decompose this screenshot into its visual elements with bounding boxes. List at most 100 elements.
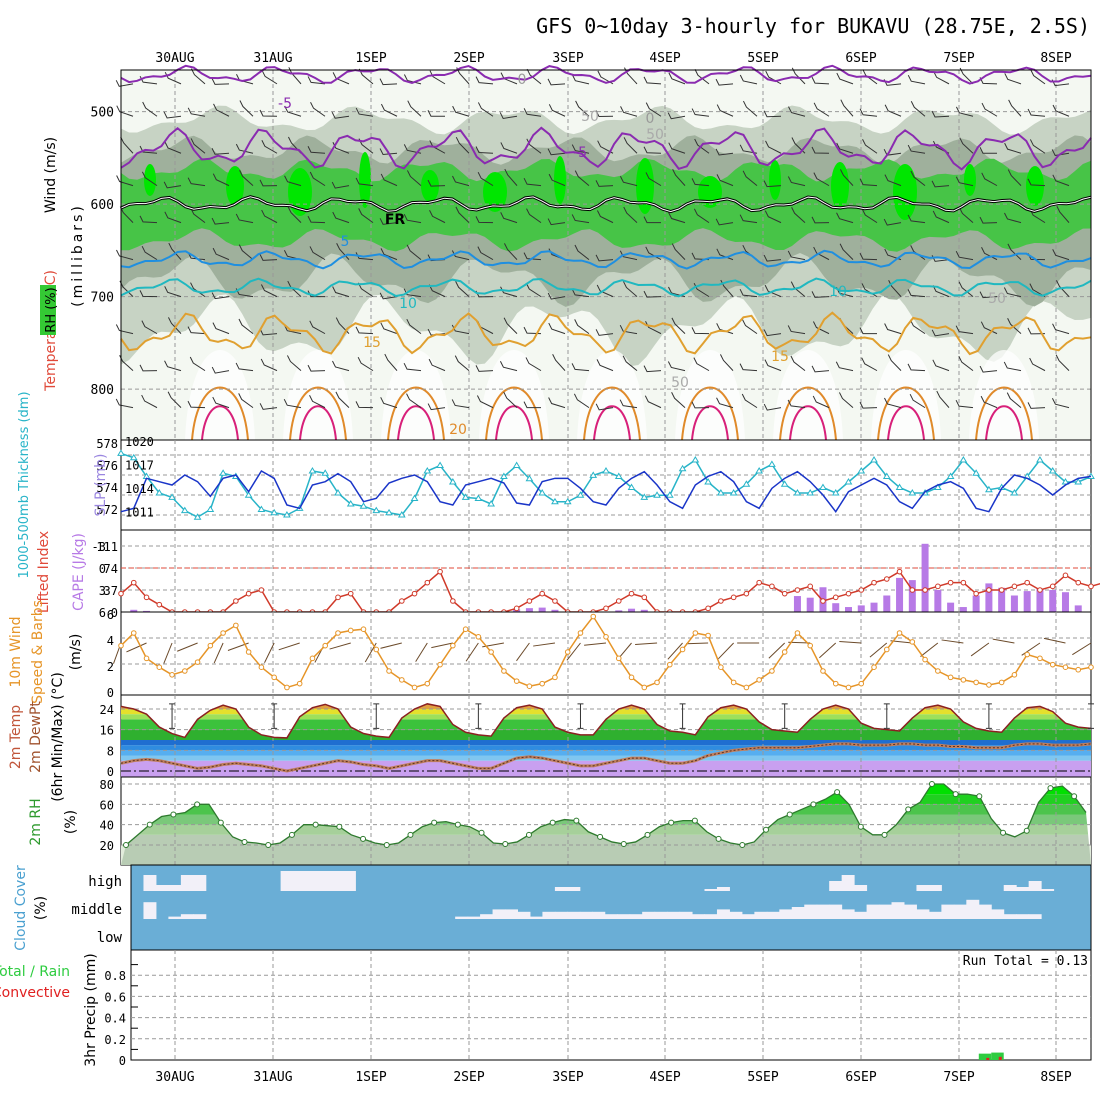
precip-label-c: 3hr Precip (mm) [83,953,99,1066]
wind10-label-b: Speed & Barbs [30,600,46,704]
upper-barb-138 [428,358,446,372]
cape-bar-54 [806,597,814,612]
upper-barb-23 [163,181,182,189]
upper-barb-260 [739,74,758,85]
upper-barb-149 [451,399,470,409]
rh-spot-13 [1026,166,1044,206]
upper-barb-274 [764,210,782,224]
cape-bar-32 [525,608,533,612]
thickness-line-pt-15 [308,467,317,474]
cloud-high-label: high [88,874,122,890]
thickness-line-pt-66 [959,456,968,463]
upper-barb-365 [981,247,998,261]
minmax-bar-20 [373,703,380,729]
upper-barb-116 [379,292,398,300]
upper-barb-221 [645,102,662,117]
cloud-high-bar-17 [342,871,356,891]
upper-barb-123 [406,170,422,187]
cape-bar-73 [1049,590,1057,612]
upper-barb-372 [1004,142,1022,154]
bottom-date-0: 30AUG [155,1070,194,1085]
cape-bar-63 [921,543,929,612]
lifted-index-line-pt-25 [437,568,443,575]
thickness-line-pt-47 [716,489,725,496]
temp-25-lobe-4 [593,405,631,441]
cloud-high-bar-71 [1016,887,1030,891]
contour-label-11: 50 [646,127,664,143]
upper-barb-110 [379,78,398,86]
upper-barb-238 [667,361,686,372]
wind10-speed-line-pt-18 [347,627,354,634]
upper-barb-191 [575,100,590,117]
cape-bar-56 [832,603,840,612]
upper-barb-67 [259,328,278,336]
cloud-middle-bar-53 [791,907,805,919]
upper-barb-192 [571,144,590,154]
contour-label-14: 50 [988,291,1006,307]
cloud-middle-bar-72 [1028,914,1042,919]
lower-lobe-6 [773,350,843,440]
contour-label-9: 15 [771,349,789,365]
cape-tick-1: 74 [104,562,118,576]
upper-barb-133 [427,179,446,187]
upper-barb-49 [212,396,230,409]
upper-barb-348 [932,359,950,372]
upper-barb-309 [838,392,854,409]
upper-barb-363 [981,172,998,187]
wind10-speed-line-pt-24 [424,680,431,687]
rh2m-label: 2m RH [28,798,44,845]
rh-spot-7 [636,158,654,214]
upper-barb-89 [309,395,326,409]
wind10-barb-48 [717,642,734,660]
upper-barb-344 [932,210,950,224]
upper-barb-354 [958,207,974,224]
upper-barb-103 [355,177,374,187]
lifted-index-line-pt-39 [615,598,622,604]
upper-barb-129 [406,393,422,409]
temp-25-lobe-6 [789,405,827,441]
wind10-tick-2: 2 [107,660,114,674]
cloud-high-bar-70 [1003,885,1017,891]
upper-barb-7 [115,324,134,335]
upper-barb-318 [861,357,878,372]
upper-barb-223 [645,172,662,187]
upper-barb-395 [1052,249,1070,261]
upper-barb-17 [141,320,158,335]
chart-title: GFS 0~10day 3-hourly for BUKAVU (28.75E,… [536,14,1090,38]
rh-spot-1 [226,166,244,206]
upper-barb-204 [596,210,614,224]
wind10-barb-58 [839,640,862,644]
upper-barb-329 [884,397,902,409]
upper-barb-3 [116,175,134,187]
bottom-date-2: 1SEP [355,1070,386,1085]
upper-barb-125 [406,244,422,261]
upper-barb-244 [693,208,710,224]
precip-bar-69 [991,1052,1004,1060]
upper-barb-166 [500,286,518,298]
lifted-index-line-pt-55 [820,598,826,604]
upper-barb-311 [859,108,878,117]
cloud-middle-bar-4 [180,914,194,919]
thickness-line-pt-58 [857,467,866,474]
upper-barb-364 [979,216,998,224]
cloud-middle-bar-28 [480,914,494,919]
rh2m-pt-30 [478,829,485,836]
upper-barb-355 [955,250,974,261]
upper-barb-241 [691,108,710,117]
upper-barb-264 [739,214,758,224]
wind10-barb-14 [278,642,300,651]
upper-ytick-2: 700 [91,291,114,306]
upper-barb-62 [261,140,278,154]
wind10-speed-line-pt-52 [781,649,788,655]
precip-tick-0: 0.8 [104,969,126,983]
upper-barb-38 [189,356,206,372]
rh2m-pt-18 [336,823,343,830]
rh2m-pt-16 [312,821,319,828]
bottom-date-5: 4SEP [649,1070,680,1085]
upper-barb-326 [888,279,902,297]
upper-barb-176 [525,282,542,298]
upper-barb-219 [619,399,638,409]
upper-barb-113 [380,173,398,187]
contour-label-8: 15 [363,335,381,351]
